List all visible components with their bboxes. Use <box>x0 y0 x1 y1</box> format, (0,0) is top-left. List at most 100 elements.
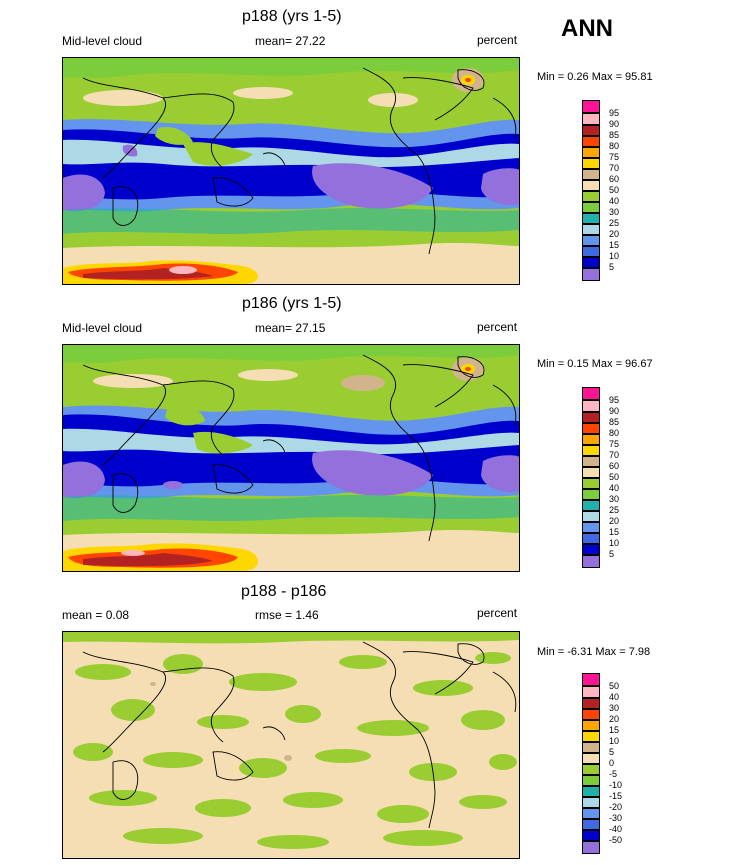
panel2-swatch-2 <box>582 400 600 412</box>
panel1-swatch-7 <box>582 169 600 180</box>
panel2-tick-label: 25 <box>609 505 620 515</box>
panel3-units: percent <box>477 606 518 620</box>
panel3-tick-label: -10 <box>609 780 623 790</box>
panel3-tick-label: -15 <box>609 791 623 801</box>
panel1-tick-label: 25 <box>609 218 620 228</box>
panel3-mean: mean = 0.08 <box>62 608 130 622</box>
panel3-swatch-8 <box>582 753 600 764</box>
panel2-tick-label: 75 <box>609 439 620 449</box>
panel1-tick-label: 40 <box>609 196 620 206</box>
panel3-tick-label: 20 <box>609 714 620 724</box>
panel2-tick-label: 60 <box>609 461 620 471</box>
panel1-swatch-12 <box>582 224 600 235</box>
panel2-tick-label: 30 <box>609 494 620 504</box>
panel3-swatch-16 <box>582 841 600 854</box>
panel1-swatch-8 <box>582 180 600 191</box>
panel2-swatch-14 <box>582 533 600 544</box>
panel3-tick-label: -40 <box>609 824 623 834</box>
panel1-tick-label: 15 <box>609 240 620 250</box>
panel2-tick-label: 5 <box>609 549 615 559</box>
panel2-min-max: Min = 0.15 Max = 96.67 <box>537 358 653 370</box>
panel1-tick-label: 75 <box>609 152 620 162</box>
panel2-variable-label: Mid-level cloud <box>62 321 143 335</box>
panel1-tick-label: 85 <box>609 130 620 140</box>
panel1-swatch-1 <box>582 100 600 113</box>
panel2-tick-label: 70 <box>609 450 620 460</box>
panel1-colorbar <box>582 100 600 281</box>
panel3-swatch-9 <box>582 764 600 775</box>
panel1-title: p188 (yrs 1-5) <box>242 8 342 25</box>
panel3-tick-label: 5 <box>609 747 615 757</box>
panel3-rmse: rmse = 1.46 <box>255 608 319 622</box>
panel3-swatch-6 <box>582 731 600 742</box>
panel2-tick-label: 80 <box>609 428 620 438</box>
panel2-swatch-7 <box>582 456 600 467</box>
panel3-swatch-3 <box>582 698 600 709</box>
panel1-map <box>62 57 520 285</box>
panel1-tick-label: 10 <box>609 251 620 261</box>
panel2-tick-label: 90 <box>609 406 620 416</box>
panel3-tick-label: 10 <box>609 736 620 746</box>
panel1-swatch-16 <box>582 268 600 281</box>
panel2-units: percent <box>477 320 518 334</box>
panel1-swatch-9 <box>582 191 600 202</box>
panel2-swatch-5 <box>582 434 600 445</box>
season-label: ANN <box>561 15 613 42</box>
panel3-map-svg <box>63 632 519 858</box>
panel1-map-svg <box>63 58 519 284</box>
panel2-swatch-11 <box>582 500 600 511</box>
panel3-min-max: Min = -6.31 Max = 7.98 <box>537 646 651 658</box>
panel2-tick-label: 15 <box>609 527 620 537</box>
panel3-title: p188 - p186 <box>241 583 327 600</box>
panel3-tick-label: 40 <box>609 692 620 702</box>
panel1-swatch-15 <box>582 257 600 268</box>
panel3-swatch-12 <box>582 797 600 808</box>
panel3-colorbar <box>582 673 600 854</box>
panel1-tick-label: 60 <box>609 174 620 184</box>
panel2-tick-label: 10 <box>609 538 620 548</box>
panel3-tick-label: 0 <box>609 758 615 768</box>
panel3-tick-label: -50 <box>609 835 623 845</box>
panel2-swatch-15 <box>582 544 600 555</box>
panel3-tick-label: -30 <box>609 813 623 823</box>
panel3-swatch-1 <box>582 673 600 686</box>
panel2-tick-label: 50 <box>609 472 620 482</box>
panel2-mean: mean= 27.15 <box>255 321 326 335</box>
panel3-tick-label: 15 <box>609 725 620 735</box>
panel1-units: percent <box>477 33 518 47</box>
panel2-swatch-13 <box>582 522 600 533</box>
panel1-tick-label: 80 <box>609 141 620 151</box>
panel2-swatch-1 <box>582 387 600 400</box>
panel3-map <box>62 631 520 859</box>
panel3-tick-label: -5 <box>609 769 618 779</box>
panel3-swatch-5 <box>582 720 600 731</box>
panel1-tick-label: 20 <box>609 229 620 239</box>
panel1-tick-label: 5 <box>609 262 615 272</box>
panel1-swatch-3 <box>582 125 600 136</box>
panel3-swatch-13 <box>582 808 600 819</box>
panel1-mean: mean= 27.22 <box>255 34 326 48</box>
panel1-swatch-4 <box>582 136 600 147</box>
panel1-tick-label: 70 <box>609 163 620 173</box>
panel1-swatch-6 <box>582 158 600 169</box>
panel2-swatch-8 <box>582 467 600 478</box>
panel3-swatch-15 <box>582 830 600 841</box>
panel2-tick-label: 20 <box>609 516 620 526</box>
panel2-map <box>62 344 520 572</box>
panel2-swatch-9 <box>582 478 600 489</box>
panel2-tick-label: 40 <box>609 483 620 493</box>
panel1-min-max: Min = 0.26 Max = 95.81 <box>537 71 653 83</box>
panel1-tick-label: 90 <box>609 119 620 129</box>
panel3-swatch-4 <box>582 709 600 720</box>
panel2-swatch-10 <box>582 489 600 500</box>
panel3-swatch-2 <box>582 686 600 698</box>
panel3-tick-label: 50 <box>609 681 620 691</box>
panel1-tick-label: 30 <box>609 207 620 217</box>
panel2-tick-label: 95 <box>609 395 620 405</box>
panel3-swatch-10 <box>582 775 600 786</box>
panel2-swatch-3 <box>582 412 600 423</box>
panel3-swatch-14 <box>582 819 600 830</box>
panel1-swatch-11 <box>582 213 600 224</box>
panel1-tick-label: 95 <box>609 108 620 118</box>
panel2-swatch-6 <box>582 445 600 456</box>
